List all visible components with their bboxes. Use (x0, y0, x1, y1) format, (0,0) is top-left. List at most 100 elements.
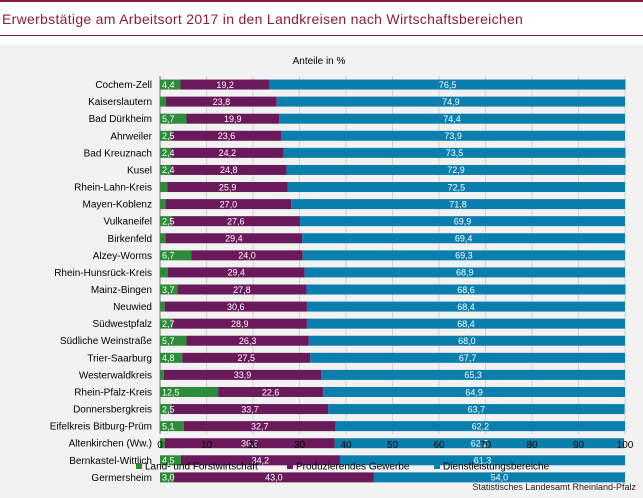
x-tick-label: 70 (480, 440, 492, 451)
data-label: 74,9 (442, 97, 460, 107)
data-label: 24,0 (238, 251, 256, 261)
bar-segment (160, 250, 192, 261)
data-label: 69,4 (455, 234, 473, 244)
bar-segment (183, 421, 336, 432)
bar-segment (160, 147, 172, 158)
category-label: Birkenfeld (108, 234, 152, 245)
category-label: Germersheim (91, 473, 152, 484)
x-tick-label: 60 (433, 440, 445, 451)
data-label: 12,5 (162, 387, 180, 397)
data-label: 25,9 (219, 182, 237, 192)
bar-segment (180, 455, 340, 466)
bar-segment (283, 147, 626, 158)
bar-segment (166, 96, 277, 107)
bar-segment (160, 352, 183, 363)
bar-segment (160, 267, 168, 278)
data-label: 33,9 (234, 370, 252, 380)
data-label: 2,5 (162, 216, 175, 226)
bar-segment (160, 284, 178, 295)
legend-label: Produzierendes Gewerbe (296, 462, 410, 473)
data-label: 74,4 (443, 114, 461, 124)
data-label: 27,0 (220, 199, 238, 209)
category-label: Neuwied (113, 302, 152, 313)
x-tick-label: 80 (526, 440, 538, 451)
bar-segment (308, 335, 625, 346)
category-label: Südwestpfalz (93, 319, 152, 330)
category-label: Südliche Weinstraße (60, 336, 153, 347)
category-label: Bad Kreuznach (84, 148, 152, 159)
bar-segment (279, 113, 625, 124)
category-label: Eifelkreis Bitburg-Prüm (50, 422, 152, 433)
bar-segment (160, 301, 165, 312)
data-label: 23,8 (213, 97, 231, 107)
data-label: 73,5 (446, 148, 464, 158)
category-label: Alzey-Worms (93, 251, 152, 262)
x-tick-label: 40 (340, 440, 352, 451)
bar-segment (310, 352, 625, 363)
category-label: Altenkirchen (Ww.) (69, 439, 152, 450)
bar-segment (339, 455, 625, 466)
data-label: 62,2 (471, 439, 489, 449)
bar-segment (186, 113, 280, 124)
bar-segment (269, 79, 626, 90)
data-label: 69,9 (454, 216, 472, 226)
data-label: 32,7 (251, 421, 269, 431)
data-label: 4,4 (162, 80, 175, 90)
x-tick-label: 20 (247, 440, 259, 451)
legend-swatch (287, 463, 293, 469)
category-label: Ahrweiler (110, 131, 152, 142)
data-label: 27,8 (233, 285, 251, 295)
bar-segment (304, 267, 625, 278)
bar-segment (160, 335, 187, 346)
bar-segment (218, 386, 324, 397)
bar-segment (160, 386, 219, 397)
data-label: 2,4 (162, 165, 175, 175)
bar-segment (164, 301, 307, 312)
bar-segment (328, 404, 625, 415)
category-label: Rhein-Pfalz-Kreis (74, 387, 152, 398)
data-label: 65,3 (464, 370, 482, 380)
data-label: 2,4 (162, 148, 175, 158)
data-label: 2,7 (162, 319, 175, 329)
bar-segment (160, 472, 174, 483)
category-label: Trier-Saarburg (87, 353, 152, 364)
data-label: 29,4 (227, 268, 245, 278)
bar-segment (160, 113, 187, 124)
data-label: 29,4 (225, 234, 243, 244)
data-label: 6,7 (162, 251, 175, 261)
data-label: 34,2 (252, 456, 270, 466)
bar-segment (165, 233, 303, 244)
data-label: 5,1 (162, 421, 175, 431)
x-tick-label: 0 (157, 440, 163, 451)
bar-segment (177, 284, 307, 295)
bar-segment (302, 233, 625, 244)
bar-segment (171, 164, 287, 175)
bar-segment (160, 164, 172, 175)
bar-segment (171, 216, 300, 227)
bar-segment (306, 301, 625, 312)
bar-segment (306, 318, 625, 329)
category-label: Donnersbergkreis (73, 405, 152, 416)
data-label: 23,6 (218, 131, 236, 141)
data-label: 28,9 (231, 319, 249, 329)
data-label: 76,5 (439, 80, 457, 90)
data-label: 64,9 (465, 387, 483, 397)
data-label: 2,5 (162, 131, 175, 141)
bar-segment (171, 130, 282, 141)
bar-segment (160, 199, 166, 210)
bar-segment (167, 182, 288, 193)
bar-segment (281, 130, 625, 141)
data-label: 61,3 (474, 456, 492, 466)
chart-subtitle: Anteile in % (293, 56, 346, 67)
data-label: 4,8 (162, 353, 175, 363)
legend-label: Land- und Forstwirtschaft (145, 462, 258, 473)
bar-segment (306, 284, 626, 295)
data-label: 5,7 (162, 114, 175, 124)
data-label: 27,5 (237, 353, 255, 363)
x-tick-label: 10 (201, 440, 213, 451)
bar-segment (173, 472, 374, 483)
data-label: 4,5 (162, 456, 175, 466)
data-label: 24,8 (220, 165, 238, 175)
legend-swatch (136, 463, 142, 469)
